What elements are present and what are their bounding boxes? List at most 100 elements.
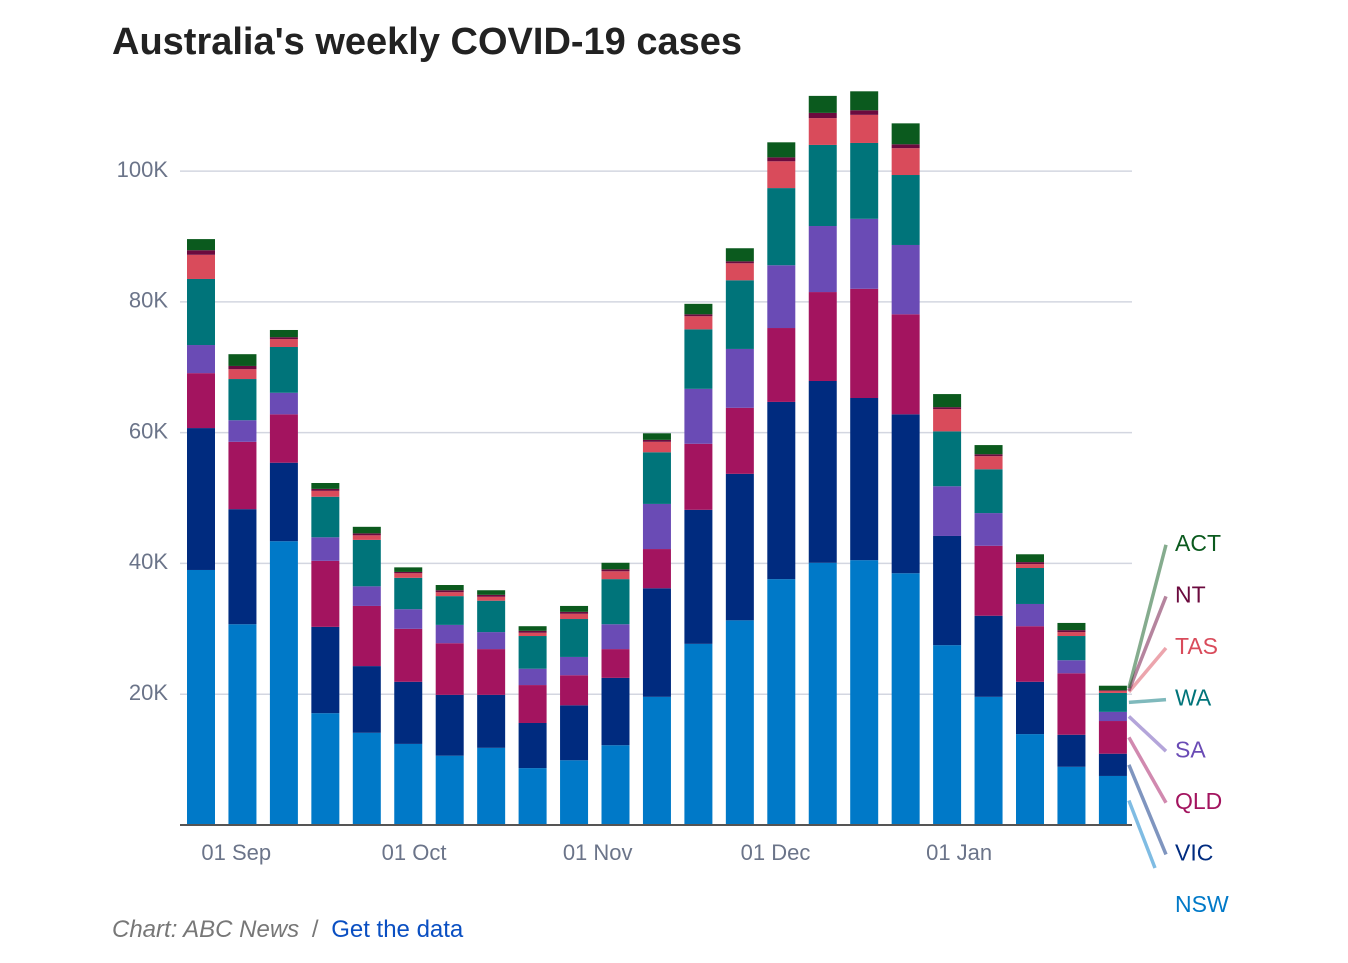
bar-segment <box>1098 775 1127 825</box>
bar-segment <box>642 588 671 697</box>
bar-segment <box>560 605 589 612</box>
bar-segment <box>269 414 298 463</box>
bar-segment <box>1016 681 1044 735</box>
bar-segment <box>228 369 257 380</box>
bar-segment <box>684 314 713 317</box>
y-tick-label: 100K <box>117 157 169 182</box>
bar-segment <box>891 175 920 245</box>
footer-link[interactable]: Get the data <box>331 916 464 943</box>
bar-segment <box>518 722 547 769</box>
legend-label: SA <box>1175 736 1206 762</box>
bar-segment <box>1057 766 1086 825</box>
bar-segment <box>1016 626 1044 682</box>
x-tick-label: 01 Oct <box>382 840 447 865</box>
bar-segment <box>311 560 340 627</box>
bar-segment <box>933 394 962 408</box>
bar-segment <box>352 586 381 606</box>
bar-segment <box>725 261 754 264</box>
legend-label: NSW <box>1175 891 1229 917</box>
bar-segment <box>518 630 547 633</box>
bar-segment <box>311 537 340 561</box>
bar-segment <box>560 656 589 676</box>
bar-segment <box>311 626 340 714</box>
bar-segment <box>891 573 920 825</box>
bar-segment <box>352 666 381 733</box>
bar-segment <box>684 329 713 389</box>
bar-segment <box>1016 554 1044 563</box>
bar-segment <box>1098 690 1127 691</box>
bar-segment <box>477 632 506 650</box>
bar-segment <box>891 314 920 415</box>
bar-segment <box>394 577 423 610</box>
bar-segment <box>228 365 257 370</box>
bar-segment <box>352 533 381 536</box>
y-tick-label: 40K <box>129 549 168 574</box>
x-tick-label: 01 Dec <box>741 840 811 865</box>
bar-segment <box>187 278 215 346</box>
bar-segment <box>767 401 796 580</box>
bar-segment <box>725 473 754 621</box>
legend-leader <box>1127 764 1168 856</box>
bar-segment <box>435 592 464 597</box>
bar-segment <box>808 95 837 113</box>
bar-segment <box>311 713 340 825</box>
bar-segment <box>518 626 547 631</box>
bar-segment <box>435 585 464 591</box>
bar-segment <box>974 445 1003 455</box>
legend-leader <box>1127 799 1157 869</box>
bar-segment <box>1098 753 1127 776</box>
bar-segment <box>1016 564 1044 569</box>
bar-segment <box>974 454 1003 457</box>
bar-segment <box>767 142 796 158</box>
bar-segment <box>767 265 796 329</box>
bar-segment <box>642 452 671 504</box>
bar-segment <box>891 144 920 149</box>
bar-segment <box>891 414 920 574</box>
footer: Chart: ABC News / Get the data <box>112 916 464 943</box>
bar-segment <box>1016 562 1044 565</box>
bar-segment <box>808 112 837 119</box>
legend-label: NT <box>1175 581 1206 607</box>
bar-segment <box>850 397 879 561</box>
bar-segment <box>974 545 1003 616</box>
bar-segment <box>850 110 879 115</box>
bar-segment <box>477 590 506 595</box>
bar-segment <box>725 280 754 349</box>
bar-segment <box>933 645 962 825</box>
bar-segment <box>601 624 630 650</box>
bar-segment <box>352 732 381 825</box>
bar-segment <box>477 694 506 748</box>
bar-segment <box>477 596 506 601</box>
bar-segment <box>187 250 215 255</box>
legend-label: VIC <box>1175 839 1213 865</box>
chart-title: Australia's weekly COVID-19 cases <box>112 21 742 63</box>
bar-segment <box>974 696 1003 825</box>
bar-segment <box>1098 690 1127 693</box>
bar-segment <box>477 594 506 597</box>
footer-source: Chart: ABC News <box>112 916 299 943</box>
bar-segment <box>1098 692 1127 712</box>
bar-segment <box>394 567 423 572</box>
bar-segment <box>1016 568 1044 604</box>
legend-leader <box>1127 715 1168 753</box>
bar-segment <box>269 392 298 415</box>
bar-segment <box>228 509 257 625</box>
bar-segment <box>435 755 464 825</box>
bar-segment <box>394 571 423 574</box>
bar-segment <box>974 456 1003 470</box>
bar-segment <box>518 636 547 669</box>
bar-segment <box>435 590 464 593</box>
bar-segment <box>187 345 215 374</box>
bar-segment <box>642 441 671 453</box>
bar-segment <box>891 244 920 315</box>
bar-segment <box>1057 734 1086 767</box>
legend-label: ACT <box>1175 530 1221 556</box>
bar-segment <box>725 348 754 408</box>
bar-segment <box>684 316 713 330</box>
bar-segment <box>518 632 547 637</box>
legend-leader <box>1127 544 1168 689</box>
bar-segment <box>352 605 381 667</box>
bar-segment <box>974 513 1003 546</box>
bar-segment <box>767 328 796 402</box>
footer-separator: / <box>312 916 319 943</box>
